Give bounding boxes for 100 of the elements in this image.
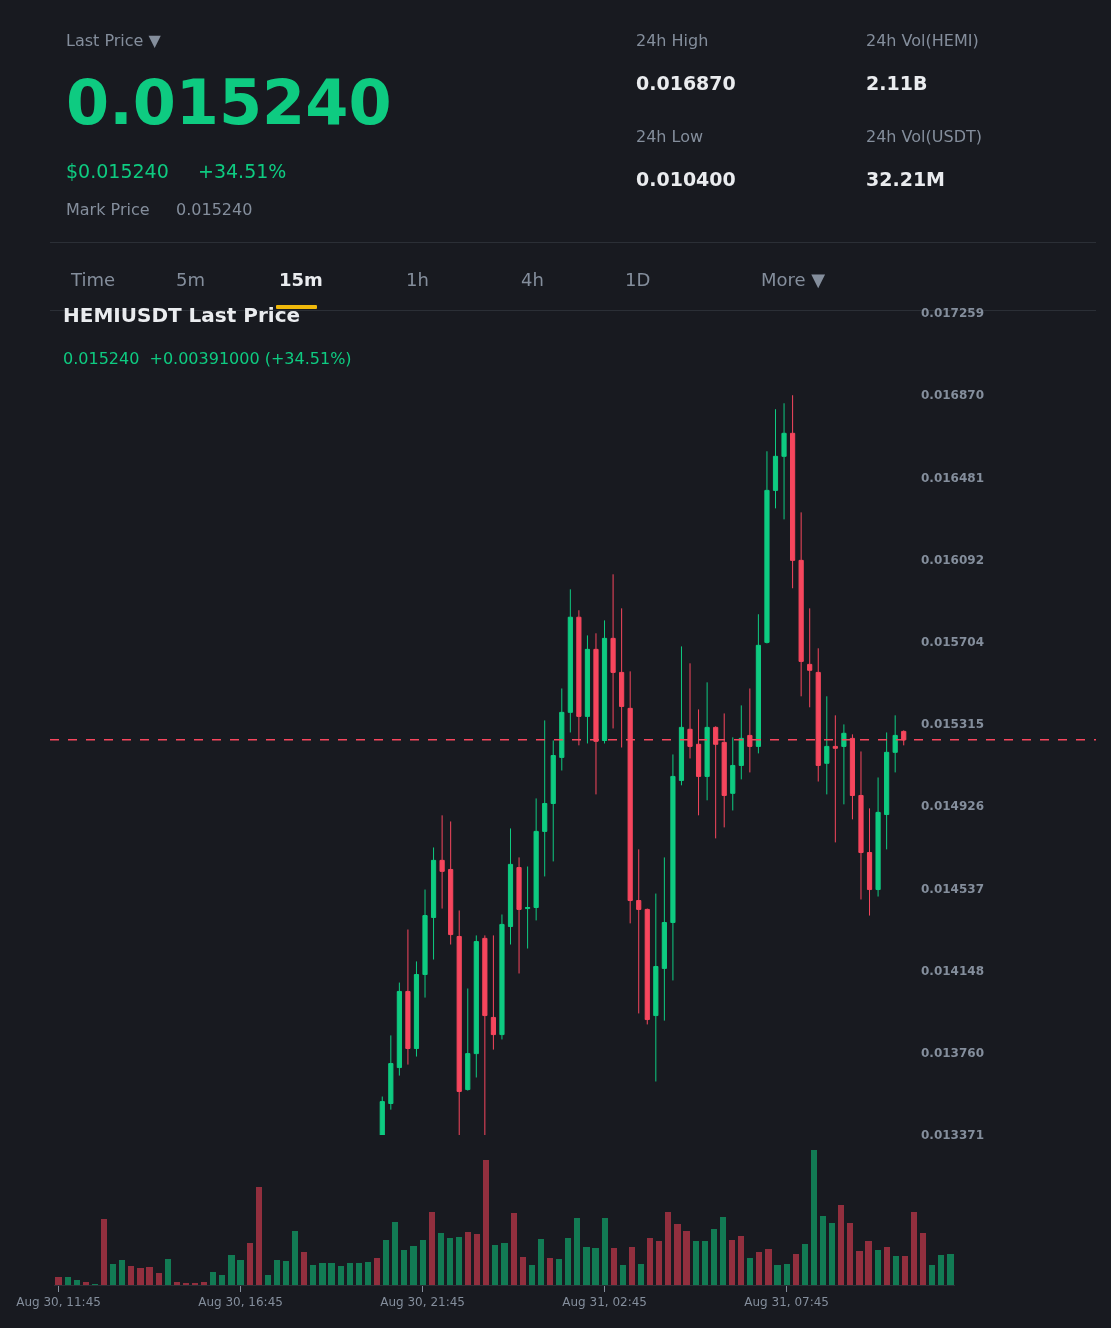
text: 0.015240 +0.00391000 (+34.51%) [63,348,352,368]
candlestick [542,719,548,877]
text: 24h Vol(HEMI) [866,31,979,50]
bar [801,1244,808,1285]
bar [637,1264,645,1285]
bar [892,1255,899,1285]
candlestick [439,814,445,910]
bar [601,1217,608,1285]
candlestick [781,402,787,520]
bar [255,1187,262,1285]
text: 24h Low [636,127,704,146]
candlestick [559,687,565,772]
bar [829,1223,836,1285]
candlestick [405,929,411,1066]
candlestick [525,866,531,950]
bar [319,1263,326,1285]
bar [100,1219,108,1285]
candlestick [790,394,796,589]
text: 2.11B [866,72,928,94]
bar [410,1246,417,1285]
x-tick-label: Aug 30, 16:45 [198,1295,283,1310]
bar [455,1236,463,1285]
bar [783,1264,790,1285]
bar [210,1271,217,1285]
bar [292,1230,299,1285]
candlestick [584,634,591,744]
bar [647,1238,654,1285]
bar [546,1258,554,1285]
candlestick [670,753,676,981]
bar [337,1265,344,1285]
candlestick [490,934,496,1051]
bar [419,1240,426,1285]
bar [765,1248,772,1285]
bar [219,1274,226,1285]
bar [82,1282,89,1285]
bar [246,1243,253,1285]
bar [719,1216,727,1285]
candlestick [550,739,556,862]
bar [55,1277,62,1285]
text: +34.51% [198,160,287,182]
candlestick [866,807,873,917]
y-tick-label: 0.014148 [921,963,985,978]
text: 0.015240 [176,200,253,219]
bar [264,1274,271,1285]
bar [492,1245,499,1285]
bar [774,1265,781,1285]
y-tick-label: 0.014926 [921,799,985,814]
bar [437,1232,444,1285]
bar [874,1249,881,1285]
candlestick [456,909,462,1135]
candlestick [465,987,471,1092]
bar [692,1241,699,1285]
candlestick [798,511,804,697]
bar [137,1267,144,1285]
bar [656,1241,663,1285]
bar [938,1254,945,1285]
bar [710,1229,717,1285]
y-tick-label: 0.016481 [921,470,985,485]
y-tick-label: 0.014537 [921,881,985,896]
text: 1D [625,269,651,290]
candlestick [499,913,505,1040]
text: 32.21M [866,168,946,190]
bar [64,1277,71,1285]
candlestick [832,714,838,843]
bar [674,1224,681,1285]
bar [838,1205,845,1285]
candlestick [892,714,898,773]
text: Mark Price [66,200,150,219]
bar [501,1243,508,1285]
bar [373,1258,381,1285]
candlestick [430,846,437,961]
bar [738,1235,745,1285]
text: $0.015240 [66,160,169,182]
candlestick [884,731,890,850]
bar [310,1265,317,1285]
bar [328,1263,335,1285]
candlestick [507,827,514,946]
text: 0.015240 [66,66,392,139]
y-tick-label: 0.016092 [921,552,985,567]
bar [683,1230,690,1285]
candlestick [738,704,744,780]
candlestick [653,893,659,1083]
bar [929,1265,936,1285]
bar [465,1231,472,1285]
bar [201,1282,208,1285]
bar [519,1256,526,1285]
bar [228,1254,235,1285]
candlestick [824,695,830,795]
y-tick-label: 0.015315 [921,717,985,732]
candlestick [661,856,667,1022]
candlestick [704,681,710,801]
bar [110,1264,117,1285]
bar [847,1223,854,1285]
candlestick [610,573,616,729]
bar [920,1232,927,1285]
y-tick-label: 0.013760 [921,1045,985,1060]
candlestick [482,934,488,1135]
text: 15m [279,269,323,290]
bar [883,1246,890,1285]
bar [747,1258,754,1285]
